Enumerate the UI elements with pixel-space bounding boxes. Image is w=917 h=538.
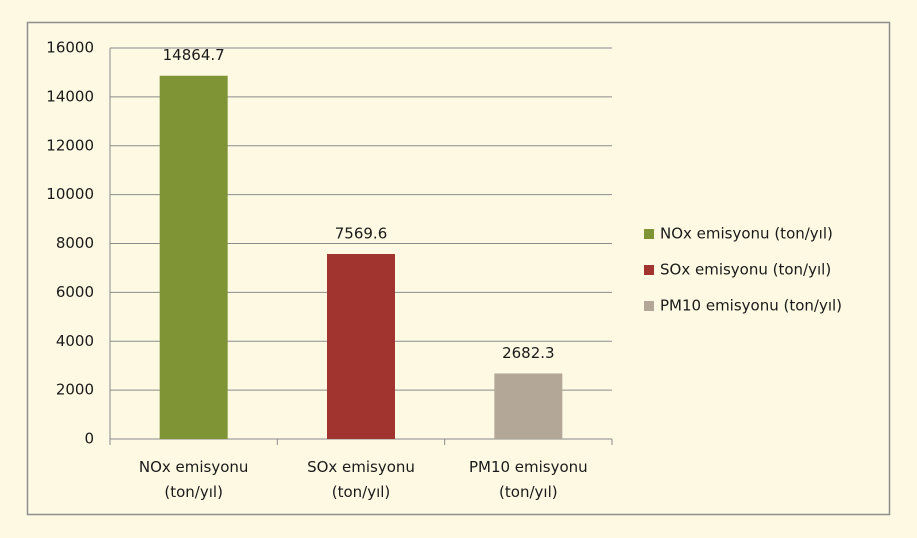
y-tick-label: 2000 bbox=[56, 381, 94, 399]
data-label: 14864.7 bbox=[163, 46, 225, 64]
legend-swatch bbox=[644, 301, 654, 311]
y-tick-label: 0 bbox=[84, 430, 94, 448]
data-label: 7569.6 bbox=[335, 225, 388, 243]
x-tick-label: PM10 emisyonu (ton/yıl) bbox=[469, 458, 588, 501]
bar bbox=[327, 254, 395, 439]
y-tick-label: 8000 bbox=[56, 234, 94, 252]
bar bbox=[494, 373, 563, 439]
bar bbox=[159, 75, 228, 439]
legend-label: SOx emisyonu (ton/yıl) bbox=[660, 261, 831, 279]
x-tick-label: SOx emisyonu (ton/yıl) bbox=[307, 458, 415, 501]
y-tick-label: 6000 bbox=[56, 283, 94, 301]
legend-swatch bbox=[644, 265, 654, 275]
legend-label: NOx emisyonu (ton/yıl) bbox=[660, 225, 833, 243]
y-tick-label: 12000 bbox=[46, 136, 94, 154]
y-tick-label: 10000 bbox=[46, 185, 94, 203]
legend-label: PM10 emisyonu (ton/yıl) bbox=[660, 297, 842, 315]
y-tick-label: 16000 bbox=[46, 39, 94, 57]
y-tick-label: 14000 bbox=[46, 87, 94, 105]
legend-swatch bbox=[644, 229, 654, 239]
y-tick-label: 4000 bbox=[56, 332, 94, 350]
x-tick-label: NOx emisyonu (ton/yıl) bbox=[139, 458, 249, 501]
data-label: 2682.3 bbox=[502, 344, 555, 362]
